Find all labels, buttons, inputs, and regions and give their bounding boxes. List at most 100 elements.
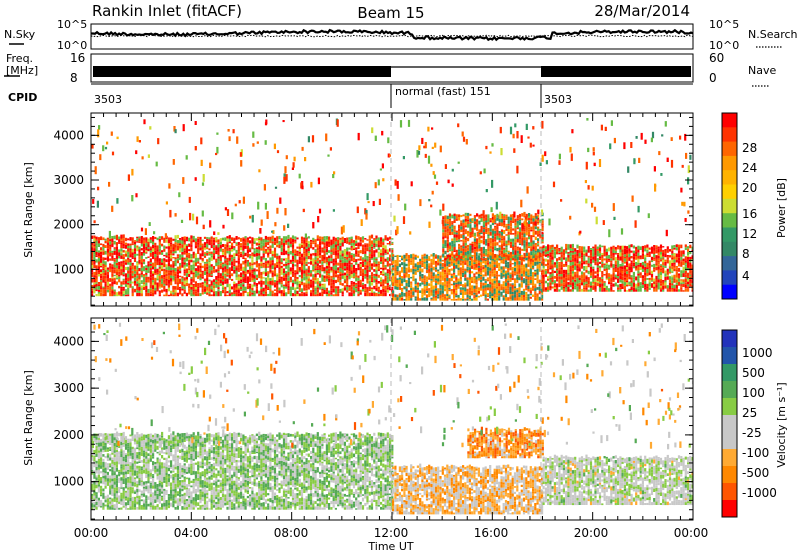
heatmap-cell — [352, 245, 356, 249]
heatmap-cell — [512, 246, 515, 251]
heatmap-cell — [165, 269, 168, 272]
heatmap-cell — [412, 271, 415, 275]
heatmap-cell — [361, 259, 365, 262]
heatmap-cell — [583, 261, 586, 265]
heatmap-cell — [319, 292, 322, 297]
heatmap-cell — [414, 289, 417, 293]
heatmap-cell — [138, 259, 141, 263]
heatmap-cell — [255, 290, 258, 294]
heatmap-cell — [343, 260, 346, 263]
heatmap-cell — [350, 262, 353, 265]
heatmap-cell — [396, 260, 399, 265]
heatmap-cell — [587, 246, 590, 250]
heatmap-cell — [513, 278, 517, 280]
heatmap-cell — [569, 244, 572, 248]
heatmap-cell — [364, 276, 367, 279]
heatmap-cell — [576, 283, 579, 287]
heatmap-cell — [680, 260, 683, 262]
heatmap-cell — [330, 270, 333, 273]
heatmap-cell — [448, 264, 451, 267]
heatmap-cell — [507, 264, 510, 268]
heatmap-cell — [491, 295, 494, 299]
heatmap-cell — [425, 258, 429, 261]
heatmap-cell — [161, 275, 164, 279]
heatmap-cell — [498, 280, 501, 283]
heatmap-cell — [109, 283, 112, 287]
heatmap-cell — [253, 250, 256, 253]
heatmap-cell — [364, 250, 367, 252]
heatmap-cell — [673, 256, 676, 260]
heatmap-cell — [639, 285, 642, 288]
heatmap-cell — [462, 298, 465, 301]
heatmap-cell — [619, 245, 622, 250]
heatmap-cell — [343, 280, 346, 284]
heatmap-cell — [623, 265, 626, 270]
heatmap-cell — [662, 258, 665, 260]
heatmap-cell — [97, 243, 100, 247]
heatmap-cell — [305, 293, 308, 297]
heatmap-cell — [434, 290, 438, 294]
heatmap-cell — [684, 247, 687, 250]
heatmap-cell — [276, 236, 279, 240]
heatmap-cell — [264, 235, 267, 240]
heatmap-cell — [675, 269, 678, 272]
heatmap-cell — [361, 268, 365, 273]
heatmap-cell — [453, 272, 456, 275]
heatmap-cell — [172, 249, 175, 252]
heatmap-cell — [285, 261, 288, 264]
heatmap-cell — [350, 256, 353, 258]
heatmap-cell — [425, 294, 429, 298]
heatmap-cell — [671, 283, 674, 286]
heatmap-cell — [228, 274, 231, 279]
heatmap-cell — [403, 278, 406, 283]
heatmap-cell — [131, 291, 134, 293]
heatmap-cell — [291, 247, 295, 250]
heatmap-cell — [405, 256, 408, 260]
heatmap-cell — [662, 259, 665, 263]
heatmap-cell — [296, 293, 299, 297]
heatmap-cell — [370, 254, 374, 257]
heatmap-cell — [192, 285, 195, 290]
heatmap-cell — [312, 289, 315, 293]
heatmap-cell — [646, 253, 649, 256]
heatmap-cell — [619, 249, 622, 253]
heatmap-cell — [621, 283, 624, 287]
heatmap-cell — [203, 286, 207, 289]
heatmap-cell — [419, 290, 422, 293]
heatmap-cell — [305, 252, 308, 257]
heatmap-cell — [102, 270, 105, 273]
heatmap-cell — [477, 262, 480, 266]
heatmap-cell — [294, 274, 297, 279]
heatmap-cell — [655, 258, 658, 263]
heatmap-cell — [192, 235, 195, 240]
heatmap-cell — [212, 245, 216, 248]
heatmap-cell — [384, 276, 387, 278]
heatmap-cell — [525, 254, 528, 258]
heatmap-cell — [237, 264, 240, 268]
heatmap-cell — [359, 258, 362, 261]
heatmap-cell — [442, 232, 445, 237]
heatmap-cell — [530, 252, 533, 256]
heatmap-cell — [453, 246, 456, 251]
heatmap-cell — [325, 263, 328, 266]
heatmap-cell — [255, 249, 258, 253]
heatmap-cell — [384, 289, 387, 291]
heatmap-cell — [682, 273, 685, 277]
heatmap-cell — [382, 262, 385, 265]
heatmap-cell — [608, 260, 611, 262]
heatmap-cell — [425, 256, 429, 259]
heatmap-cell — [217, 291, 220, 294]
heatmap-cell — [337, 270, 340, 273]
heatmap-cell — [553, 287, 556, 289]
heatmap-cell — [249, 283, 252, 286]
heatmap-cell — [359, 239, 362, 242]
heatmap-cell — [194, 253, 197, 257]
heatmap-cell — [104, 278, 107, 282]
heatmap-cell — [203, 263, 207, 268]
heatmap-cell — [185, 280, 188, 283]
heatmap-cell — [677, 250, 681, 254]
heatmap-cell — [206, 251, 209, 253]
heatmap-cell — [226, 270, 229, 274]
heatmap-cell — [639, 272, 642, 276]
heatmap-cell — [401, 255, 404, 259]
